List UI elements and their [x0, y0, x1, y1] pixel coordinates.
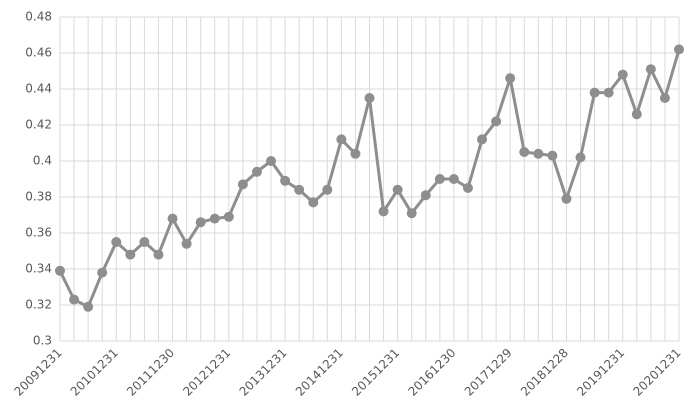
marker: [533, 148, 544, 159]
marker: [69, 294, 80, 305]
marker: [392, 184, 403, 195]
x-tick-label: 20151231: [349, 346, 402, 399]
marker: [448, 174, 459, 184]
marker: [674, 44, 684, 55]
marker: [223, 211, 234, 222]
marker: [519, 147, 530, 157]
x-tick-label: 20091231: [12, 346, 65, 399]
marker: [561, 193, 572, 204]
y-tick-label: 0.3: [33, 334, 52, 348]
y-tick-label: 0.46: [25, 46, 52, 60]
marker: [350, 148, 361, 159]
marker: [237, 179, 248, 190]
marker: [462, 183, 473, 193]
x-tick-label: 20141231: [293, 346, 346, 399]
marker: [378, 206, 389, 217]
x-tick-label: 20201231: [631, 346, 684, 399]
x-tick-label: 20101231: [68, 346, 121, 399]
marker: [589, 87, 600, 98]
y-tick-label: 0.34: [25, 262, 52, 276]
y-tick-label: 0.44: [25, 82, 52, 96]
marker: [195, 217, 206, 228]
y-tick-label: 0.38: [25, 190, 52, 204]
marker: [280, 175, 291, 186]
x-tick-label: 20161230: [405, 346, 458, 399]
marker: [294, 184, 305, 195]
marker: [139, 237, 150, 247]
marker: [631, 109, 642, 120]
marker: [83, 301, 94, 312]
marker: [167, 213, 178, 224]
marker: [97, 267, 108, 278]
x-tick-label: 20111230: [124, 346, 177, 399]
marker: [336, 134, 347, 145]
marker: [308, 197, 319, 208]
marker: [477, 134, 488, 145]
marker: [420, 190, 431, 201]
marker: [434, 174, 445, 184]
marker: [125, 249, 136, 260]
marker: [659, 93, 670, 103]
y-tick-label: 0.36: [25, 226, 52, 240]
y-tick-label: 0.4: [33, 154, 52, 168]
marker: [266, 156, 277, 166]
marker: [181, 238, 192, 249]
marker: [505, 73, 516, 84]
x-tick-label: 20191231: [574, 346, 627, 399]
marker: [547, 150, 558, 161]
marker: [209, 213, 220, 224]
marker: [645, 64, 656, 75]
y-tick-label: 0.48: [25, 10, 52, 24]
y-tick-label: 0.42: [25, 118, 52, 132]
marker: [153, 249, 164, 260]
marker: [251, 166, 262, 177]
x-tick-label: 20121231: [180, 346, 233, 399]
y-tick-label: 0.32: [25, 298, 52, 312]
marker: [406, 208, 417, 219]
marker: [322, 184, 333, 195]
marker: [603, 87, 614, 98]
marker: [491, 116, 502, 127]
marker: [364, 93, 375, 103]
x-tick-label: 20131231: [237, 346, 290, 399]
marker: [575, 152, 586, 163]
marker: [55, 265, 65, 276]
x-tick-label: 20171229: [462, 346, 515, 399]
x-tick-label: 20181228: [518, 346, 571, 399]
marker: [617, 69, 628, 80]
marker: [111, 237, 122, 247]
